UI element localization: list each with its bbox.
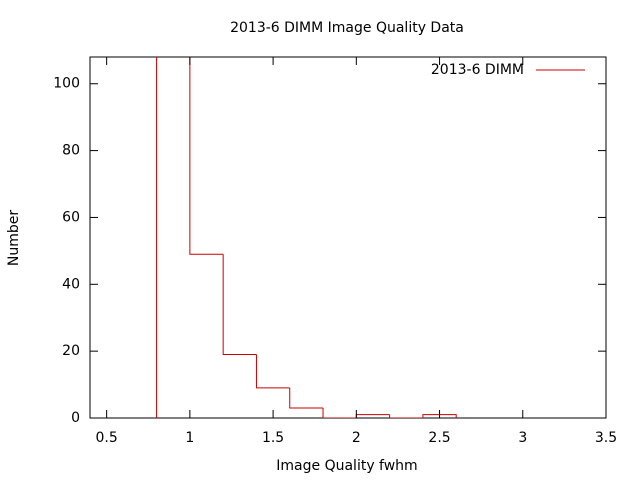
x-tick-label: 3.5: [595, 430, 617, 446]
histogram-bar: [189, 57, 224, 255]
plot-area: [156, 57, 457, 418]
x-tick-label: 2.5: [428, 430, 450, 446]
y-tick-label: 60: [62, 209, 80, 225]
y-tick-label: 40: [62, 276, 80, 292]
plot-frame: [89, 56, 607, 419]
y-tick-label: 0: [71, 410, 80, 426]
legend-label: 2013-6 DIMM: [431, 62, 524, 78]
x-tick-label: 0.5: [96, 430, 118, 446]
x-tick-label: 1: [185, 430, 194, 446]
x-axis-label: Image Quality fwhm: [276, 458, 417, 474]
histogram-bar: [322, 407, 357, 418]
x-tick-label: 3: [518, 430, 527, 446]
histogram-bar: [355, 414, 390, 418]
x-tick-label: 2: [352, 430, 361, 446]
histogram-bar: [289, 387, 324, 409]
histogram-bar: [222, 254, 257, 355]
y-tick-label: 100: [53, 76, 80, 92]
y-axis-label: Number: [6, 210, 22, 266]
histogram-bar: [156, 57, 158, 418]
x-tick-label: 1.5: [262, 430, 284, 446]
y-tick-label: 80: [62, 143, 80, 159]
histogram-bar: [389, 414, 423, 418]
y-tick-label: 20: [62, 343, 80, 359]
histogram-bar: [255, 354, 290, 389]
chart-title: 2013-6 DIMM Image Quality Data: [230, 20, 464, 36]
